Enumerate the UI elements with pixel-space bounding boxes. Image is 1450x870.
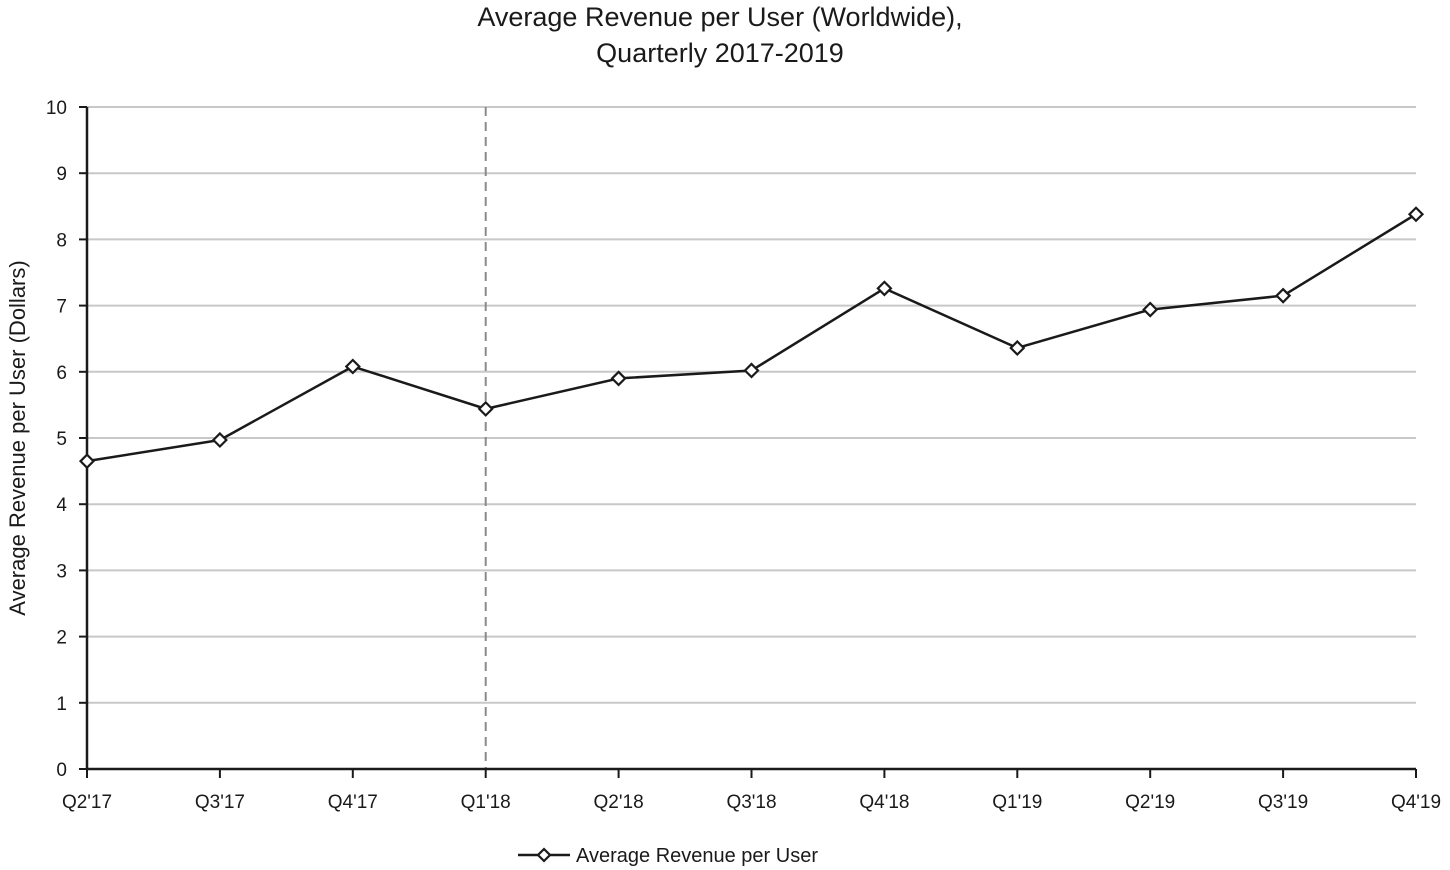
data-point [477,400,494,417]
x-tick-label: Q3'17 [195,792,245,813]
y-tick-label: 10 [46,98,67,119]
y-axis-label: Average Revenue per User (Dollars) [5,260,30,615]
data-point [1407,206,1425,223]
x-tick-label: Q2'18 [594,792,644,813]
y-tick-label: 7 [56,297,67,318]
y-tick-label: 6 [56,363,67,384]
y-tick-label: 5 [56,429,67,450]
y-tick-label: 9 [56,164,67,185]
data-series [78,206,1425,470]
x-tick-label: Q3'19 [1258,792,1308,813]
y-tick-label: 2 [56,628,67,649]
legend: Average Revenue per User [518,845,818,867]
x-tick-label: Q2'17 [62,792,112,813]
data-point [610,370,627,387]
x-tick-labels: Q2'17 Q3'17 Q4'17 Q1'18 Q2'18 Q3'18 Q4'18 Q1'19… [62,792,1441,813]
chart-title-line-2: Quarterly 2017-2019 [596,38,844,68]
axes [79,106,1417,778]
gridlines [87,106,1416,704]
data-point [1275,287,1292,304]
data-point [743,362,760,379]
data-point [211,431,228,449]
legend-marker [536,847,552,863]
y-tick-label: 4 [56,495,67,516]
series-line [86,213,1417,463]
data-point [78,453,96,470]
y-tick-label: 3 [56,561,67,582]
chart-title-line-1: Average Revenue per User (Worldwide), [477,2,962,32]
x-tick-label: Q4'17 [328,792,378,813]
y-tick-labels: 0 1 2 3 4 5 6 7 8 9 10 [46,98,68,781]
data-point [1009,339,1026,357]
y-tick-label: 0 [56,760,67,781]
x-tick-label: Q4'19 [1391,792,1441,813]
data-point [344,358,361,375]
x-tick-label: Q4'18 [859,792,909,813]
y-tick-label: 8 [56,230,67,251]
data-point [876,280,893,297]
x-tick-label: Q1'19 [992,792,1042,813]
x-tick-label: Q3'18 [726,792,776,813]
data-point [1142,301,1159,318]
x-tick-label: Q2'19 [1125,792,1175,813]
x-tick-label: Q1'18 [461,792,511,813]
legend-label: Average Revenue per User [576,845,818,867]
y-tick-label: 1 [56,694,67,715]
chart-title: Average Revenue per User (Worldwide), Qu… [477,2,962,68]
